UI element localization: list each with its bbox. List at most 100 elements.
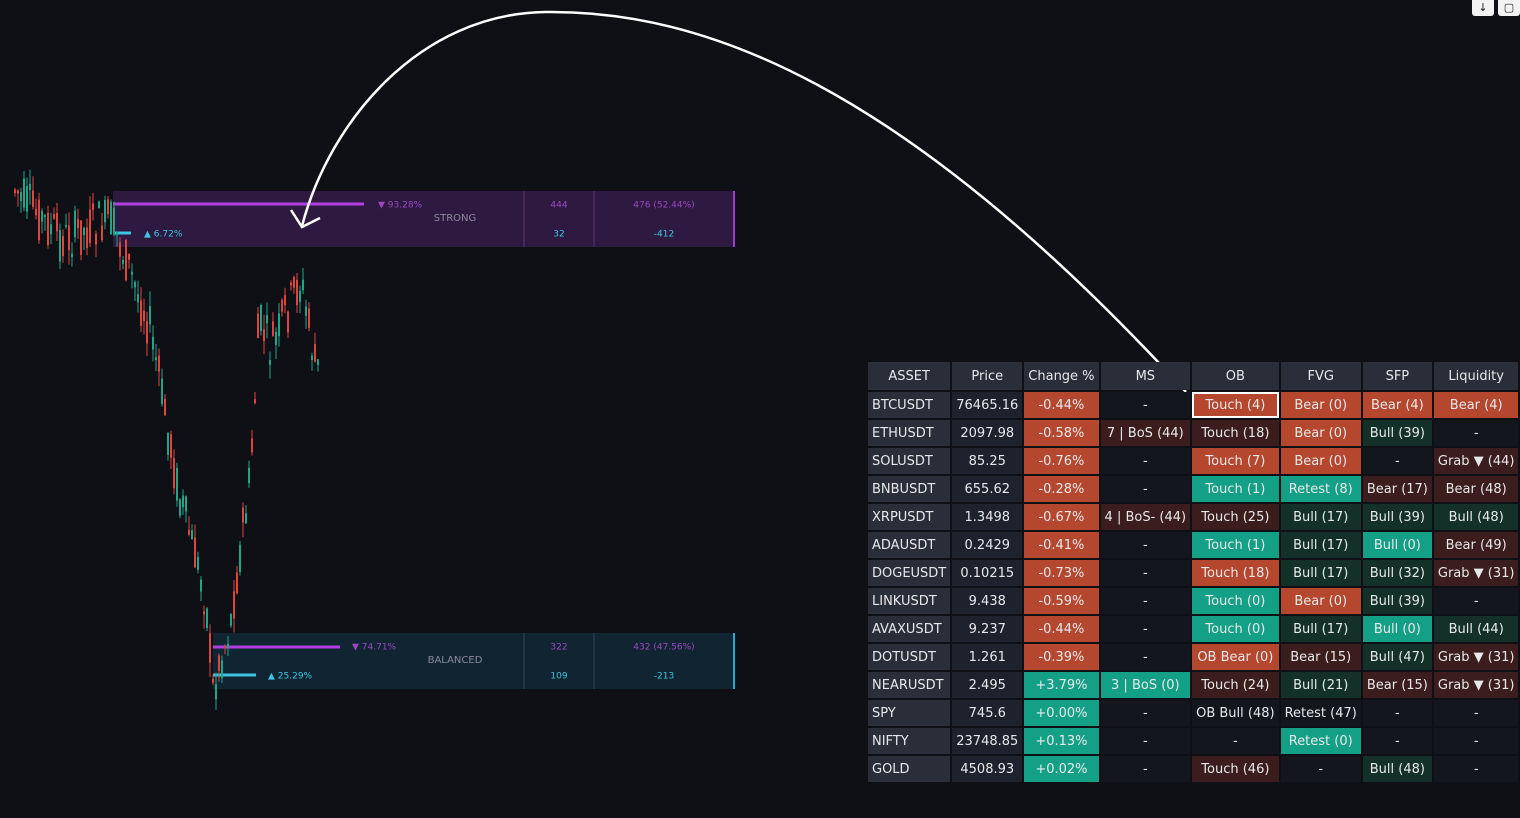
candle-body [278,313,280,337]
candle-body [296,279,298,306]
candle-body [35,208,37,216]
candle-body [224,646,226,649]
column-header: OB [1192,362,1279,390]
candle-body [206,608,208,628]
candle-body [284,295,286,306]
candle-body [65,224,67,227]
candle-body [83,227,85,236]
zone-label: 432 (47.56%) [633,643,694,653]
table-row: DOTUSDT 1.261 -0.39% - OB Bear (0) Bear (15) B… [868,644,1519,670]
download-icon[interactable]: ↓ [1472,0,1494,16]
table-cell: OB Bear (0) [1192,644,1279,670]
table-cell: SOLUSDT [868,448,951,474]
candle-body [20,192,22,201]
candle-body [164,399,166,416]
candle-body [290,282,292,286]
table-cell: - [1100,448,1191,474]
table-row: NEARUSDT 2.495 +3.79% 3 | BoS (0) Touch (24)… [868,672,1519,698]
candle-body [32,190,34,207]
table-cell: Bear (0) [1280,420,1361,446]
table-cell: 745.6 [952,700,1023,726]
table-cell: Bull (0) [1362,532,1432,558]
candle-body [17,190,19,194]
table-cell: 85.25 [952,448,1023,474]
table-cell: Bear (48) [1433,476,1519,502]
candle-body [131,271,133,275]
table-cell: Bear (0) [1280,448,1361,474]
candle-body [293,276,295,288]
candle-body [23,178,25,208]
table-cell: Touch (18) [1192,420,1279,446]
table-cell: - [1100,616,1191,642]
table-cell: Bear (0) [1280,392,1361,418]
candle-body [47,212,49,246]
candle-body [236,572,238,594]
candle-body [92,203,94,210]
table-row: XRPUSDT 1.3498 -0.67% 4 | BoS- (44) Touch (2… [868,504,1519,530]
table-cell: Retest (47) [1280,700,1361,726]
table-cell: +0.00% [1024,700,1099,726]
table-cell: 4 | BoS- (44) [1100,504,1191,530]
candle-body [14,189,16,194]
table-cell: Bear (15) [1280,644,1361,670]
table-cell: Bull (48) [1433,504,1519,530]
table-cell: Bull (17) [1280,616,1361,642]
table-row: DOGEUSDT 0.10215 -0.73% - Touch (18) Bull (17… [868,560,1519,586]
column-header: FVG [1280,362,1361,390]
table-cell: Touch (1) [1192,476,1279,502]
table-cell: Bull (0) [1362,616,1432,642]
table-cell: Touch (0) [1192,588,1279,614]
table-cell: Bull (17) [1280,532,1361,558]
table-cell: Touch (18) [1192,560,1279,586]
candle-body [305,306,307,316]
strong-zone [113,191,735,247]
candle-body [146,321,148,344]
candle-body [317,359,319,365]
table-cell: - [1433,420,1519,446]
candles [14,169,319,710]
table-cell: 76465.16 [952,392,1023,418]
candle-body [248,467,250,484]
table-cell: Bear (4) [1433,392,1519,418]
candle-body [272,321,274,336]
table-cell: - [1362,448,1432,474]
table-cell: OB Bull (48) [1192,700,1279,726]
table-cell: XRPUSDT [868,504,951,530]
table-cell: - [1100,644,1191,670]
candle-body [242,507,244,523]
table-cell: -0.41% [1024,532,1099,558]
table-cell: - [1100,476,1191,502]
candle-body [197,556,199,570]
candle-body [185,496,187,512]
candle-body [170,434,172,458]
candle-body [29,183,31,191]
candle-body [167,432,169,455]
table-cell: Bear (0) [1280,588,1361,614]
window-icon[interactable]: ▢ [1498,0,1520,16]
zone-label: ▼ 74.71% [352,643,397,653]
candle-body [308,308,310,328]
candle-body [218,655,220,671]
zone-label: ▲ 25.29% [268,672,313,682]
candle-body [107,199,109,214]
table-cell: Bull (17) [1280,504,1361,530]
candle-body [287,311,289,333]
price-chart: ▼ 93.28% STRONG ▲ 6.72% 444 476 (52.44%)… [14,169,735,710]
candle-body [221,660,223,679]
table-cell: +0.02% [1024,756,1099,782]
candle-body [128,253,130,260]
candle-body [302,279,304,291]
table-cell: Bull (21) [1280,672,1361,698]
candle-body [161,378,163,404]
candle-body [113,207,115,235]
table-cell: Touch (25) [1192,504,1279,530]
table-row: SPY 745.6 +0.00% - OB Bull (48) Retest (47) - - [868,700,1519,726]
table-cell: BNBUSDT [868,476,951,502]
table-cell: - [1100,700,1191,726]
table-cell: BTCUSDT [868,392,951,418]
candle-body [71,253,73,257]
table-cell: Grab ▼ (31) [1433,560,1519,586]
zone-title: STRONG [434,213,477,224]
candle-body [311,355,313,361]
